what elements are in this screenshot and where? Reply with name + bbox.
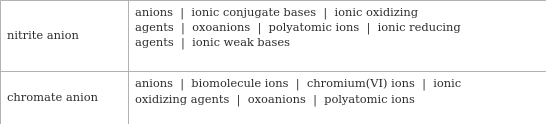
Text: nitrite anion: nitrite anion [7, 31, 79, 41]
Text: anions  |  ionic conjugate bases  |  ionic oxidizing
agents  |  oxoanions  |  po: anions | ionic conjugate bases | ionic o… [135, 7, 460, 49]
Text: anions  |  biomolecule ions  |  chromium(VI) ions  |  ionic
oxidizing agents  | : anions | biomolecule ions | chromium(VI)… [135, 79, 461, 106]
Text: chromate anion: chromate anion [7, 93, 98, 103]
